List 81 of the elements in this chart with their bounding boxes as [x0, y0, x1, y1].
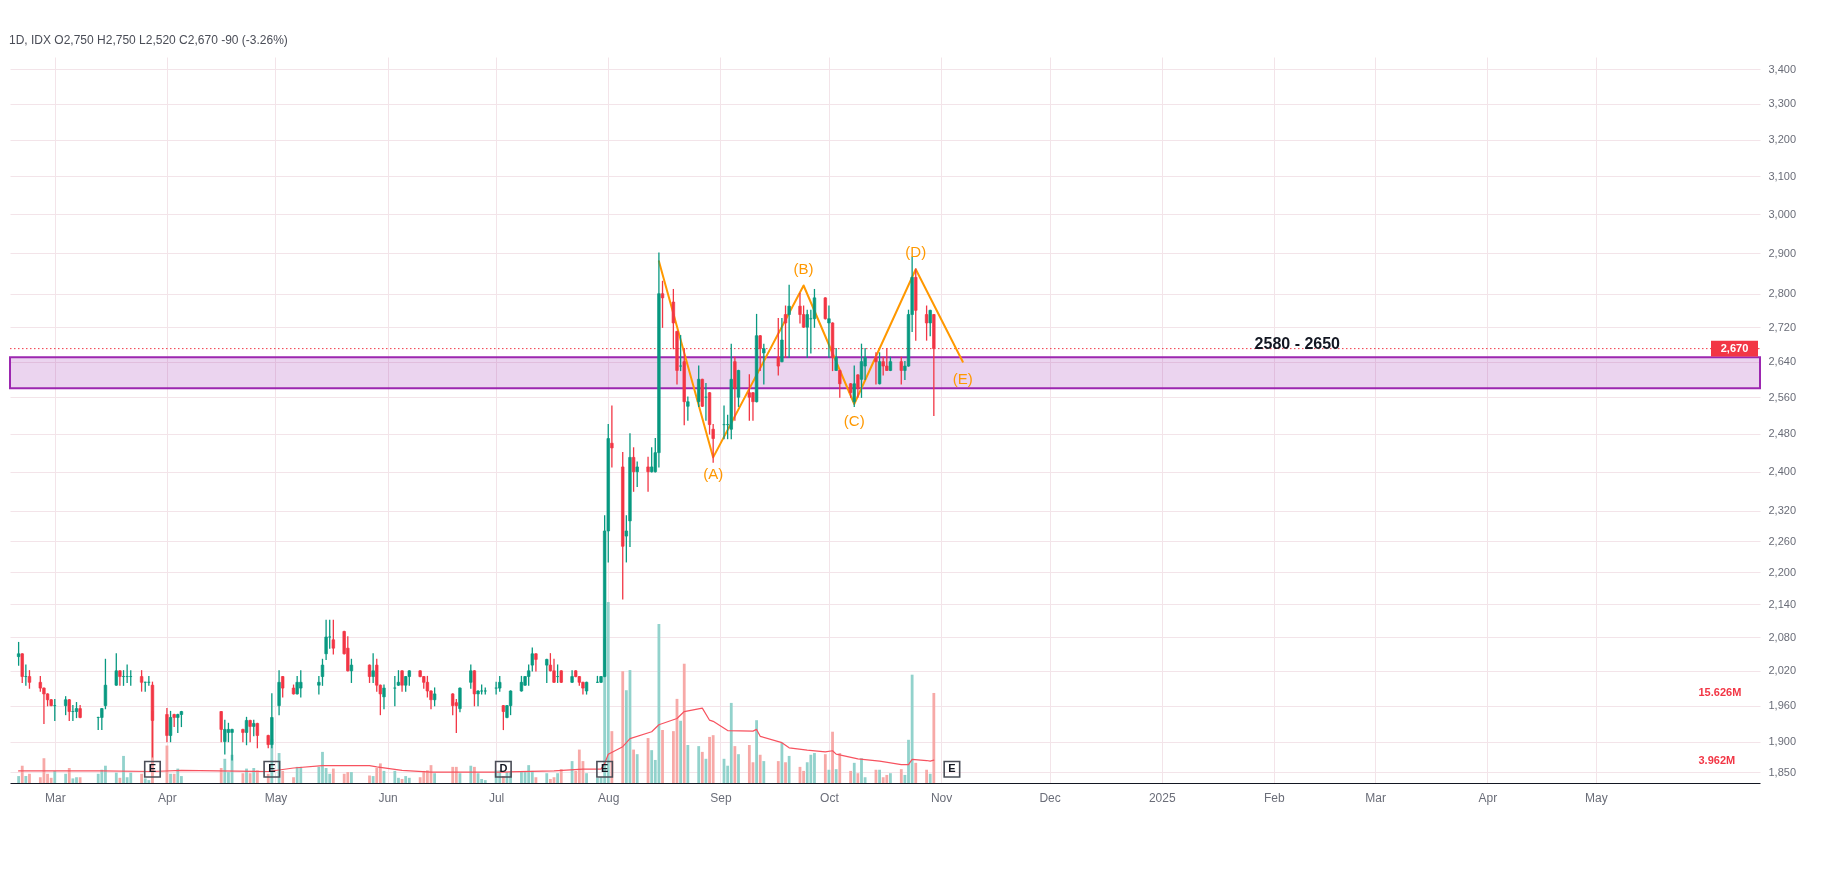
data-label: (C) [843, 412, 865, 429]
candlestick [834, 347, 838, 372]
y-tick-label: 2,200 [1768, 565, 1797, 578]
candlestick [331, 619, 335, 655]
ref-line-label: 2,670 [1720, 341, 1749, 354]
annotation: E [148, 762, 157, 775]
y-tick-label: 1,900 [1768, 735, 1797, 748]
y-tick-label: 1,850 [1768, 765, 1797, 778]
band-label: 2580 - 2650 [1254, 335, 1341, 353]
candlestick [838, 369, 842, 398]
data-label: (D) [905, 243, 927, 261]
candlestick [823, 297, 827, 320]
data-label: (E) [952, 369, 973, 387]
y-tick-label: 3,300 [1768, 97, 1797, 110]
y-tick-label: 3,000 [1768, 207, 1797, 220]
y-tick-label: 2,800 [1768, 287, 1797, 300]
candlestick [139, 670, 144, 692]
candlestick [483, 687, 487, 695]
candlestick [349, 658, 354, 683]
x-tick-label: Mar [1365, 790, 1386, 805]
x-tick-label: Dec [1039, 790, 1061, 805]
candlestick [508, 690, 513, 716]
candlestick [747, 374, 751, 421]
x-tick-label: Mar [44, 790, 66, 805]
x-tick-label: Jun [378, 790, 398, 805]
candlestick [678, 335, 683, 372]
x-tick-label: Feb [1264, 790, 1286, 805]
x-tick-label: Nov [930, 790, 953, 805]
candlestick [899, 356, 903, 385]
candlestick [219, 710, 223, 743]
y-tick-label: 2,720 [1768, 320, 1797, 333]
candlestick [700, 378, 704, 407]
y-tick-label: 2,260 [1768, 534, 1797, 547]
x-tick-label: Aug [598, 790, 620, 805]
candlestick [686, 396, 690, 421]
y-tick-label: 2,400 [1768, 465, 1797, 478]
candlestick [299, 670, 303, 698]
y-tick-label: 2,560 [1768, 390, 1797, 403]
candlestick [281, 675, 285, 698]
annotation: E [268, 762, 276, 775]
y-tick-label: 2,640 [1768, 355, 1797, 368]
candlestick [928, 309, 932, 337]
candlestick [375, 658, 379, 692]
candlestick [729, 343, 733, 440]
candlestick [20, 653, 24, 683]
x-tick-label: Apr [158, 790, 177, 805]
y-tick-label: 3,100 [1768, 169, 1797, 182]
y-tick-label: 1,960 [1768, 699, 1797, 712]
y2-tick-label: 3.962M [1698, 753, 1736, 766]
x-tick-label: May [264, 790, 288, 805]
candlestick [255, 722, 260, 749]
x-tick-label: Apr [1478, 790, 1498, 805]
data-label: (B) [793, 259, 814, 277]
candlestick [914, 268, 918, 341]
y-tick-label: 3,200 [1768, 133, 1797, 146]
y-tick-label: 2,480 [1768, 427, 1797, 440]
x-tick-label: Jul [488, 790, 505, 805]
x-tick-label: Sep [710, 790, 732, 805]
y-tick-label: 3,400 [1768, 63, 1797, 75]
candlestick [67, 699, 71, 722]
candlestick [545, 658, 549, 683]
y2-tick-label: 15.626M [1698, 686, 1742, 699]
annotation: E [948, 762, 956, 775]
y-tick-label: 2,020 [1768, 664, 1797, 677]
y-tick-label: 2,140 [1768, 597, 1797, 610]
candlestick [762, 343, 766, 385]
candlestick [114, 653, 118, 686]
y-tick-label: 2,320 [1768, 504, 1797, 517]
x-tick-label: Oct [820, 790, 840, 805]
annotation: E [600, 762, 609, 775]
x-tick-label: 2025 [1148, 790, 1176, 805]
candlestick [805, 309, 809, 358]
x-tick-label: May [1585, 790, 1608, 805]
annotation: D [499, 762, 508, 775]
y-tick-label: 2,900 [1768, 246, 1797, 259]
y-tick-label: 2,080 [1768, 630, 1797, 643]
candlestick [501, 704, 506, 731]
chart-title: 1D, IDX O2,750 H2,750 L2,520 C2,670 -90 (-3.26%) [9, 33, 288, 47]
data-label: (A) [703, 465, 724, 483]
candlestick [758, 335, 762, 372]
candlestick [635, 461, 639, 487]
